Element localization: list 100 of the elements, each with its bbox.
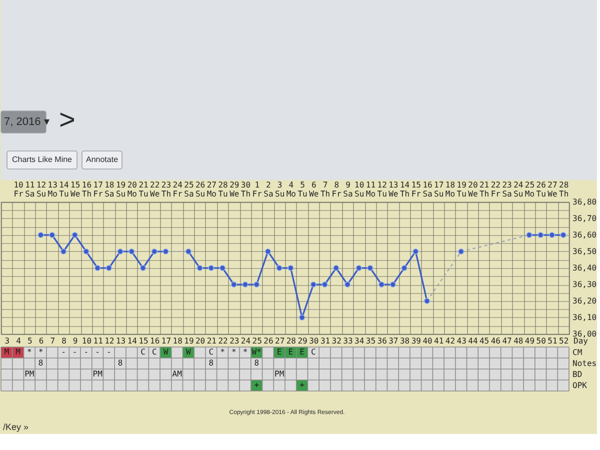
text: M — [16, 348, 20, 356]
x-tick-label: 24 Su — [514, 180, 524, 198]
x2-tick-label: 9 — [72, 336, 78, 346]
x2-tick-label: 36 — [377, 336, 388, 346]
text: PM — [274, 370, 284, 378]
point — [242, 281, 248, 288]
text: W — [163, 348, 168, 356]
x-tick-label: 12 Tu — [377, 180, 388, 198]
text: 8 — [38, 358, 44, 368]
point — [378, 281, 385, 288]
x-tick-label: 1 Fr — [252, 180, 262, 198]
text: * — [220, 348, 225, 356]
x-tick-label: 21 Th — [479, 180, 490, 198]
text: 7, 2016 ▾ — [4, 116, 50, 128]
y-tick-label: 36,30 — [572, 280, 597, 289]
point — [151, 248, 158, 255]
text: W — [186, 348, 191, 356]
x-tick-label: 22 Fr — [490, 180, 501, 198]
x-tick-label: 3 Su — [275, 180, 285, 198]
text: C — [208, 348, 214, 356]
x-tick-label: 30 Th — [240, 180, 251, 198]
x-tick-label: 17 Fr — [93, 180, 104, 198]
x-tick-label: 20 Mo — [127, 180, 138, 198]
x2-tick-label: 5 — [27, 336, 32, 346]
text: - — [72, 348, 78, 356]
x2-tick-label: 11 — [93, 336, 104, 346]
x2-tick-label: 45 — [479, 336, 490, 346]
x2-tick-label: 29 — [298, 336, 308, 346]
x-tick-label: 9 Sa — [343, 180, 353, 198]
x-tick-label: 19 Tu — [456, 180, 467, 198]
x2-tick-label: 32 — [332, 336, 342, 346]
x2-tick-label: 28 — [286, 336, 296, 346]
text: /Key » — [3, 422, 29, 432]
x-tick-label: 18 Mo — [445, 180, 456, 198]
text: - — [84, 348, 89, 356]
x2-tick-label: 23 — [230, 336, 240, 346]
x-tick-label: 29 We — [230, 180, 240, 198]
text: * — [231, 348, 236, 356]
point — [401, 264, 408, 272]
x2-tick-label: 42 — [445, 336, 456, 346]
x-tick-label: 12 Su — [36, 180, 46, 198]
x-tick-label: 11 Sa — [25, 180, 35, 198]
x2-tick-label: 17 — [161, 336, 172, 346]
x2-tick-label: 3 — [4, 336, 10, 346]
x2-tick-label: 37 — [388, 336, 398, 346]
point — [538, 232, 544, 238]
point — [322, 281, 328, 288]
text: + — [300, 380, 304, 390]
text: PM — [24, 370, 34, 378]
x2-tick-label: 43 — [456, 336, 467, 346]
text: + — [254, 380, 260, 390]
x2-tick-label: 10 — [82, 336, 92, 346]
point — [196, 264, 203, 272]
x-tick-label: 18 Sa — [104, 180, 114, 198]
x-tick-label: 22 We — [150, 180, 160, 198]
point — [83, 248, 90, 255]
x2-tick-label: 51 — [548, 336, 558, 346]
x-tick-label: 26 Tu — [536, 180, 546, 198]
x-tick-label: 25 Sa — [184, 180, 194, 198]
x2-tick-label: 14 — [127, 336, 138, 346]
text: * — [242, 348, 248, 356]
x2-tick-label: 7 — [50, 336, 56, 346]
x-tick-label: 11 Mo — [366, 180, 376, 198]
x2-tick-label: 20 — [195, 336, 206, 346]
x2-tick-label: 52 — [559, 336, 569, 346]
point — [298, 314, 306, 321]
y-tick-label: 36,20 — [572, 296, 597, 306]
x2-tick-label: 22 — [218, 336, 228, 346]
text: C — [152, 348, 157, 356]
point — [162, 248, 169, 255]
point — [38, 232, 44, 238]
point — [60, 248, 67, 255]
text: C — [140, 348, 146, 356]
x-tick-label: 16 Sa — [422, 180, 432, 198]
text: > — [59, 104, 76, 135]
text: E — [300, 348, 304, 356]
x-tick-label: 27 Mo — [206, 180, 217, 198]
x2-tick-label: 12 — [104, 336, 114, 346]
x-tick-label: 10 Su — [354, 180, 364, 198]
point — [254, 281, 260, 288]
x2-tick-label: 47 — [502, 336, 512, 346]
x2-tick-label: 33 — [343, 336, 353, 346]
x-tick-label: 25 Mo — [524, 180, 535, 198]
x2-tick-label: 21 — [206, 336, 217, 346]
point — [185, 248, 192, 255]
x-tick-label: 7 Th — [320, 180, 330, 198]
x2-tick-label: 48 — [514, 336, 524, 346]
x2-tick-label: 49 — [524, 336, 535, 346]
text: M — [4, 348, 10, 356]
category-label: CM — [572, 348, 582, 357]
x-tick-label: 10 Fr — [14, 180, 24, 198]
point — [344, 281, 351, 288]
text: E — [276, 348, 282, 356]
x2-tick-label: 4 — [16, 336, 22, 346]
category-label: Notes — [572, 359, 597, 368]
x-tick-label: 24 Fr — [172, 180, 183, 198]
text: W* — [252, 348, 262, 356]
x2-tick-label: 38 — [400, 336, 410, 346]
x2-tick-label: 34 — [354, 336, 364, 346]
x-tick-label: 16 Th — [82, 180, 92, 198]
